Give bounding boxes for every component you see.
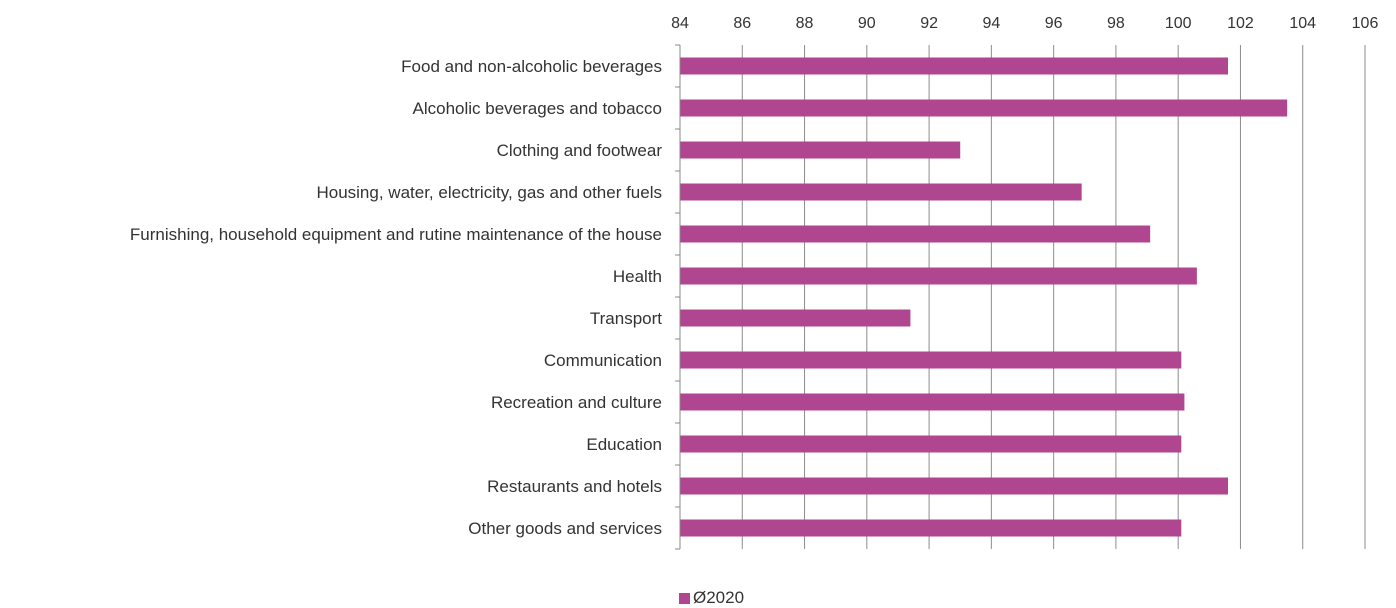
- category-label: Alcoholic beverages and tobacco: [413, 99, 663, 118]
- category-label: Housing, water, electricity, gas and oth…: [316, 183, 662, 202]
- legend-swatch: [679, 592, 690, 604]
- bar: [680, 519, 1182, 537]
- x-tick-label: 102: [1227, 15, 1254, 32]
- x-axis-ticks: 84 86 88 90 92 94 96 98 100 102 104 106: [671, 15, 1378, 32]
- category-label: Recreation and culture: [491, 393, 662, 412]
- bar: [680, 225, 1151, 243]
- x-tick-label: 90: [858, 15, 876, 32]
- bar: [680, 183, 1082, 201]
- x-tick-label: 84: [671, 15, 689, 32]
- legend-label: Ø2020: [693, 588, 745, 607]
- category-label: Health: [613, 267, 662, 286]
- category-label: Clothing and footwear: [497, 141, 663, 160]
- bar: [680, 267, 1197, 285]
- x-tick-label: 94: [982, 15, 1000, 32]
- bar: [680, 141, 961, 159]
- category-label: Other goods and services: [468, 519, 662, 538]
- x-tick-label: 96: [1045, 15, 1063, 32]
- category-label: Communication: [544, 351, 662, 370]
- y-axis-tick-marks: [675, 44, 680, 550]
- category-label: Restaurants and hotels: [487, 477, 662, 496]
- x-tick-label: 100: [1165, 15, 1192, 32]
- x-tick-label: 106: [1352, 15, 1379, 32]
- category-label: Transport: [590, 309, 662, 328]
- category-label: Furnishing, household equipment and ruti…: [130, 225, 662, 244]
- x-tick-label: 98: [1107, 15, 1125, 32]
- category-labels: Food and non-alcoholic beverages Alcoholi…: [130, 57, 662, 538]
- bar: [680, 309, 911, 327]
- category-label: Food and non-alcoholic beverages: [401, 57, 662, 76]
- gridlines: [741, 45, 1366, 549]
- bar: [680, 393, 1185, 411]
- x-tick-label: 86: [733, 15, 751, 32]
- bar: [680, 435, 1182, 453]
- category-label: Education: [586, 435, 662, 454]
- x-tick-label: 88: [796, 15, 814, 32]
- x-tick-label: 104: [1289, 15, 1316, 32]
- x-tick-label: 92: [920, 15, 938, 32]
- bar: [680, 477, 1228, 495]
- bars: [680, 57, 1288, 537]
- bar: [680, 99, 1288, 117]
- bar: [680, 351, 1182, 369]
- legend: Ø2020: [679, 588, 744, 608]
- bar: [680, 57, 1228, 75]
